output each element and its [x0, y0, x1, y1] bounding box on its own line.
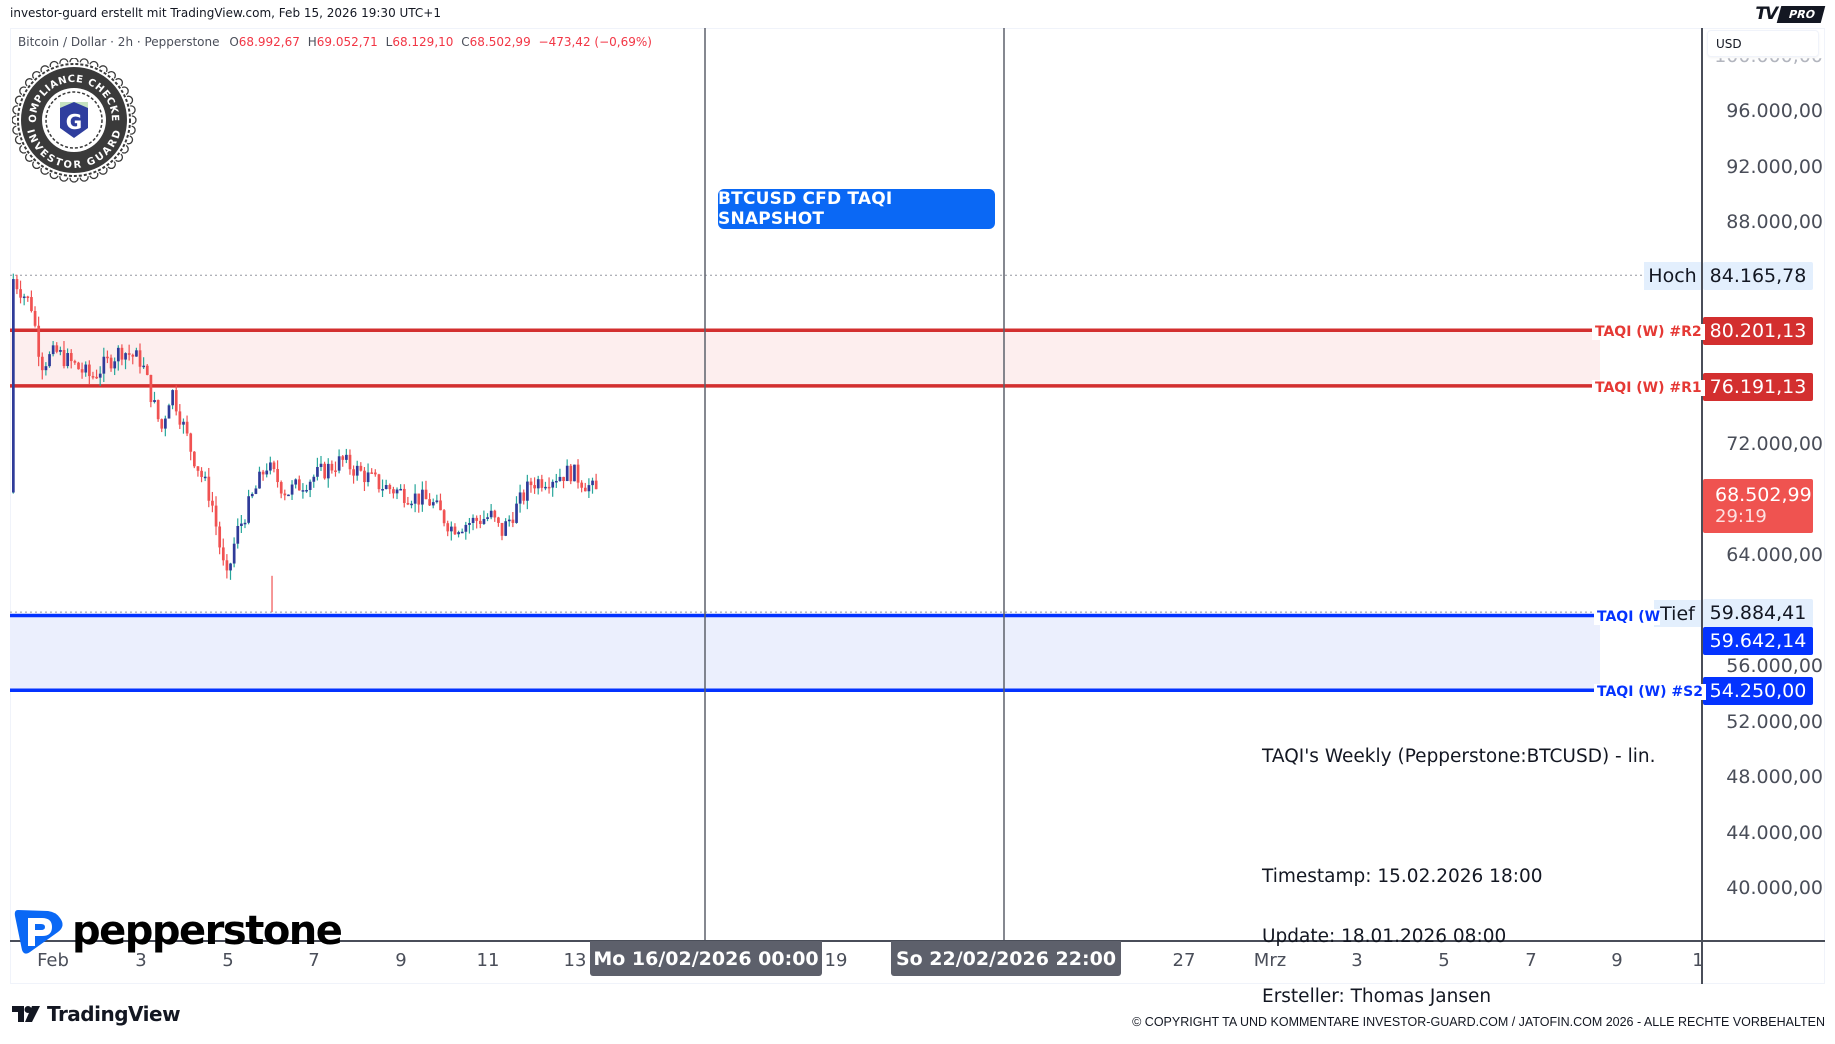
info-title: TAQI's Weekly (Pepperstone:BTCUSD) - lin…	[1262, 746, 1656, 767]
tradingview-pro-logo: TV PRO	[1755, 4, 1826, 24]
crosshair-date-label-2: So 22/02/2026 22:00	[891, 941, 1121, 976]
price-axis-separator	[1701, 28, 1703, 984]
tradingview-mark-icon	[12, 1006, 40, 1022]
bar-countdown: 29:19	[1715, 506, 1767, 527]
high-label-text: Hoch	[1644, 262, 1701, 290]
svg-text:G: G	[66, 110, 82, 134]
info-line-author: Ersteller: Thomas Jansen	[1262, 986, 1492, 1007]
high-price-label: 84.165,78	[1703, 262, 1813, 290]
low-value: 68.129,10	[392, 35, 454, 49]
price-tick: 96.000,00	[1726, 100, 1823, 122]
attribution-text: investor-guard erstellt mit TradingView.…	[10, 6, 441, 20]
time-tick: 3	[135, 950, 147, 971]
symbol-legend[interactable]: Bitcoin / Dollar · 2h · Pepperstone O68.…	[18, 35, 652, 49]
time-tick: 7	[1525, 950, 1537, 971]
crosshair-date-label-1: Mo 16/02/2026 00:00	[590, 941, 822, 976]
close-value: 68.502,99	[469, 35, 531, 49]
s1-price-label: 59.642,14	[1703, 627, 1813, 655]
currency-selector[interactable]: USD	[1707, 30, 1819, 57]
price-tick: 48.000,00	[1726, 766, 1823, 788]
copyright-footer: © COPYRIGHT TA UND KOMMENTARE INVESTOR-G…	[1132, 1015, 1825, 1029]
r2-level-label: TAQI (W) #R2	[1592, 324, 1705, 340]
price-tick: 44.000,00	[1726, 821, 1823, 844]
low-price-label: 59.884,41	[1703, 599, 1813, 627]
candlestick-chart	[10, 28, 1701, 940]
r2-price-label: 80.201,13	[1703, 317, 1813, 345]
s2-level-label: TAQI (W) #S2	[1594, 684, 1706, 700]
high-value: 69.052,71	[316, 35, 378, 49]
symbol-name[interactable]: Bitcoin / Dollar · 2h · Pepperstone	[18, 35, 220, 49]
compliance-badge: COMPLIANCE CHECKED INVESTOR GUARD G	[8, 50, 137, 183]
time-tick: 5	[1438, 950, 1450, 971]
current-price-value: 68.502,99	[1715, 484, 1812, 506]
time-tick: 27	[1172, 950, 1196, 971]
price-tick-clipped: 100.000,00	[1703, 58, 1823, 67]
open-value: 68.992,67	[238, 35, 300, 49]
time-tick: 9	[1611, 950, 1623, 971]
tradingview-mark-icon: TV	[1755, 4, 1778, 24]
time-tick: 9	[395, 950, 407, 971]
r1-level-label: TAQI (W) #R1	[1592, 380, 1705, 396]
s1-level-label: TAQI (W	[1594, 609, 1661, 625]
time-tick: 5	[222, 950, 234, 971]
tradingview-logo[interactable]: TradingView	[12, 1002, 181, 1026]
price-tick: 52.000,00	[1726, 710, 1823, 733]
change-value: −473,42 (−0,69%)	[538, 35, 652, 49]
time-tick: 7	[308, 950, 320, 971]
tradingview-wordmark: TradingView	[47, 1002, 181, 1026]
time-tick: Mrz	[1253, 950, 1287, 971]
price-tick: 72.000,00	[1726, 433, 1823, 455]
time-tick: 11	[476, 950, 500, 971]
chart-plot-area[interactable]	[10, 28, 1701, 940]
taqi-info-box: TAQI's Weekly (Pepperstone:BTCUSD) - lin…	[1262, 707, 1656, 1044]
chart-frame	[10, 28, 1825, 984]
snapshot-title-button[interactable]: BTCUSD CFD TAQI SNAPSHOT	[718, 189, 995, 229]
r1-price-label: 76.191,13	[1703, 373, 1813, 401]
low-label-text: Tief	[1654, 600, 1701, 627]
time-tick: 19	[824, 950, 848, 971]
compliance-seal-icon: COMPLIANCE CHECKED INVESTOR GUARD G	[8, 50, 137, 183]
pepperstone-p-icon	[14, 910, 63, 954]
pepperstone-logo: pepperstone	[12, 906, 343, 956]
time-tick: 1	[1692, 950, 1704, 971]
price-tick: 40.000,00	[1726, 877, 1823, 899]
price-tick: 92.000,00	[1726, 155, 1823, 178]
current-price-label: 68.502,99 29:19	[1703, 479, 1813, 533]
info-line-timestamp: Timestamp: 15.02.2026 18:00	[1262, 866, 1543, 887]
time-tick: 3	[1351, 950, 1363, 971]
time-tick: Feb	[37, 950, 69, 971]
pro-badge: PRO	[1776, 5, 1826, 23]
price-tick: 56.000,00	[1726, 655, 1823, 677]
info-line-update: Update: 18.01.2026 08:00	[1262, 926, 1507, 947]
s2-price-label: 54.250,00	[1703, 677, 1813, 705]
time-tick: 13	[563, 950, 587, 971]
pepperstone-wordmark: pepperstone	[72, 908, 343, 954]
price-tick: 88.000,00	[1726, 211, 1823, 233]
price-tick: 64.000,00	[1726, 544, 1823, 566]
